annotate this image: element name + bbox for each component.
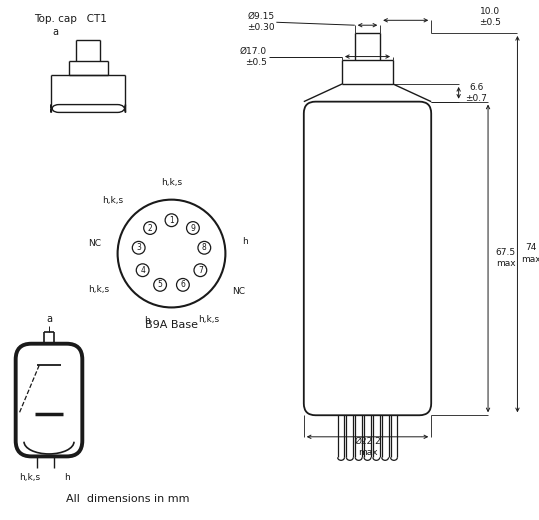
Text: 8: 8 — [202, 243, 206, 252]
Text: 1: 1 — [169, 216, 174, 225]
Text: Top. cap   CT1: Top. cap CT1 — [34, 15, 107, 24]
FancyBboxPatch shape — [51, 105, 126, 112]
Text: h,k,s: h,k,s — [19, 474, 40, 483]
Text: 74
max: 74 max — [521, 243, 539, 264]
Text: 7: 7 — [198, 266, 203, 275]
FancyBboxPatch shape — [304, 101, 431, 415]
Text: 5: 5 — [158, 280, 163, 289]
FancyBboxPatch shape — [16, 344, 82, 457]
Text: 6.6
±0.7: 6.6 ±0.7 — [465, 83, 487, 103]
Text: NC: NC — [88, 239, 101, 248]
Text: 9: 9 — [190, 224, 195, 232]
Text: h: h — [64, 474, 70, 483]
Text: h,k,s: h,k,s — [198, 315, 219, 324]
Text: Ø22.2
max: Ø22.2 max — [354, 437, 381, 457]
Text: a: a — [53, 27, 59, 37]
Text: All  dimensions in mm: All dimensions in mm — [66, 493, 189, 503]
Text: a: a — [46, 314, 52, 324]
Text: 4: 4 — [140, 266, 145, 275]
Text: h: h — [242, 237, 248, 245]
Text: 3: 3 — [136, 243, 141, 252]
Text: 67.5
max: 67.5 max — [496, 249, 516, 268]
Text: Ø9.15
±0.30: Ø9.15 ±0.30 — [247, 12, 274, 32]
Text: h,k,s: h,k,s — [102, 196, 123, 205]
Text: 6: 6 — [181, 280, 185, 289]
Text: h,k,s: h,k,s — [161, 177, 182, 187]
Text: 2: 2 — [148, 224, 153, 232]
Text: 10.0
±0.5: 10.0 ±0.5 — [479, 7, 501, 28]
Text: h,k,s: h,k,s — [88, 285, 109, 294]
Text: NC: NC — [232, 287, 245, 296]
Text: B9A Base: B9A Base — [145, 320, 198, 330]
Text: h: h — [144, 316, 150, 326]
Text: Ø17.0
±0.5: Ø17.0 ±0.5 — [239, 46, 267, 67]
